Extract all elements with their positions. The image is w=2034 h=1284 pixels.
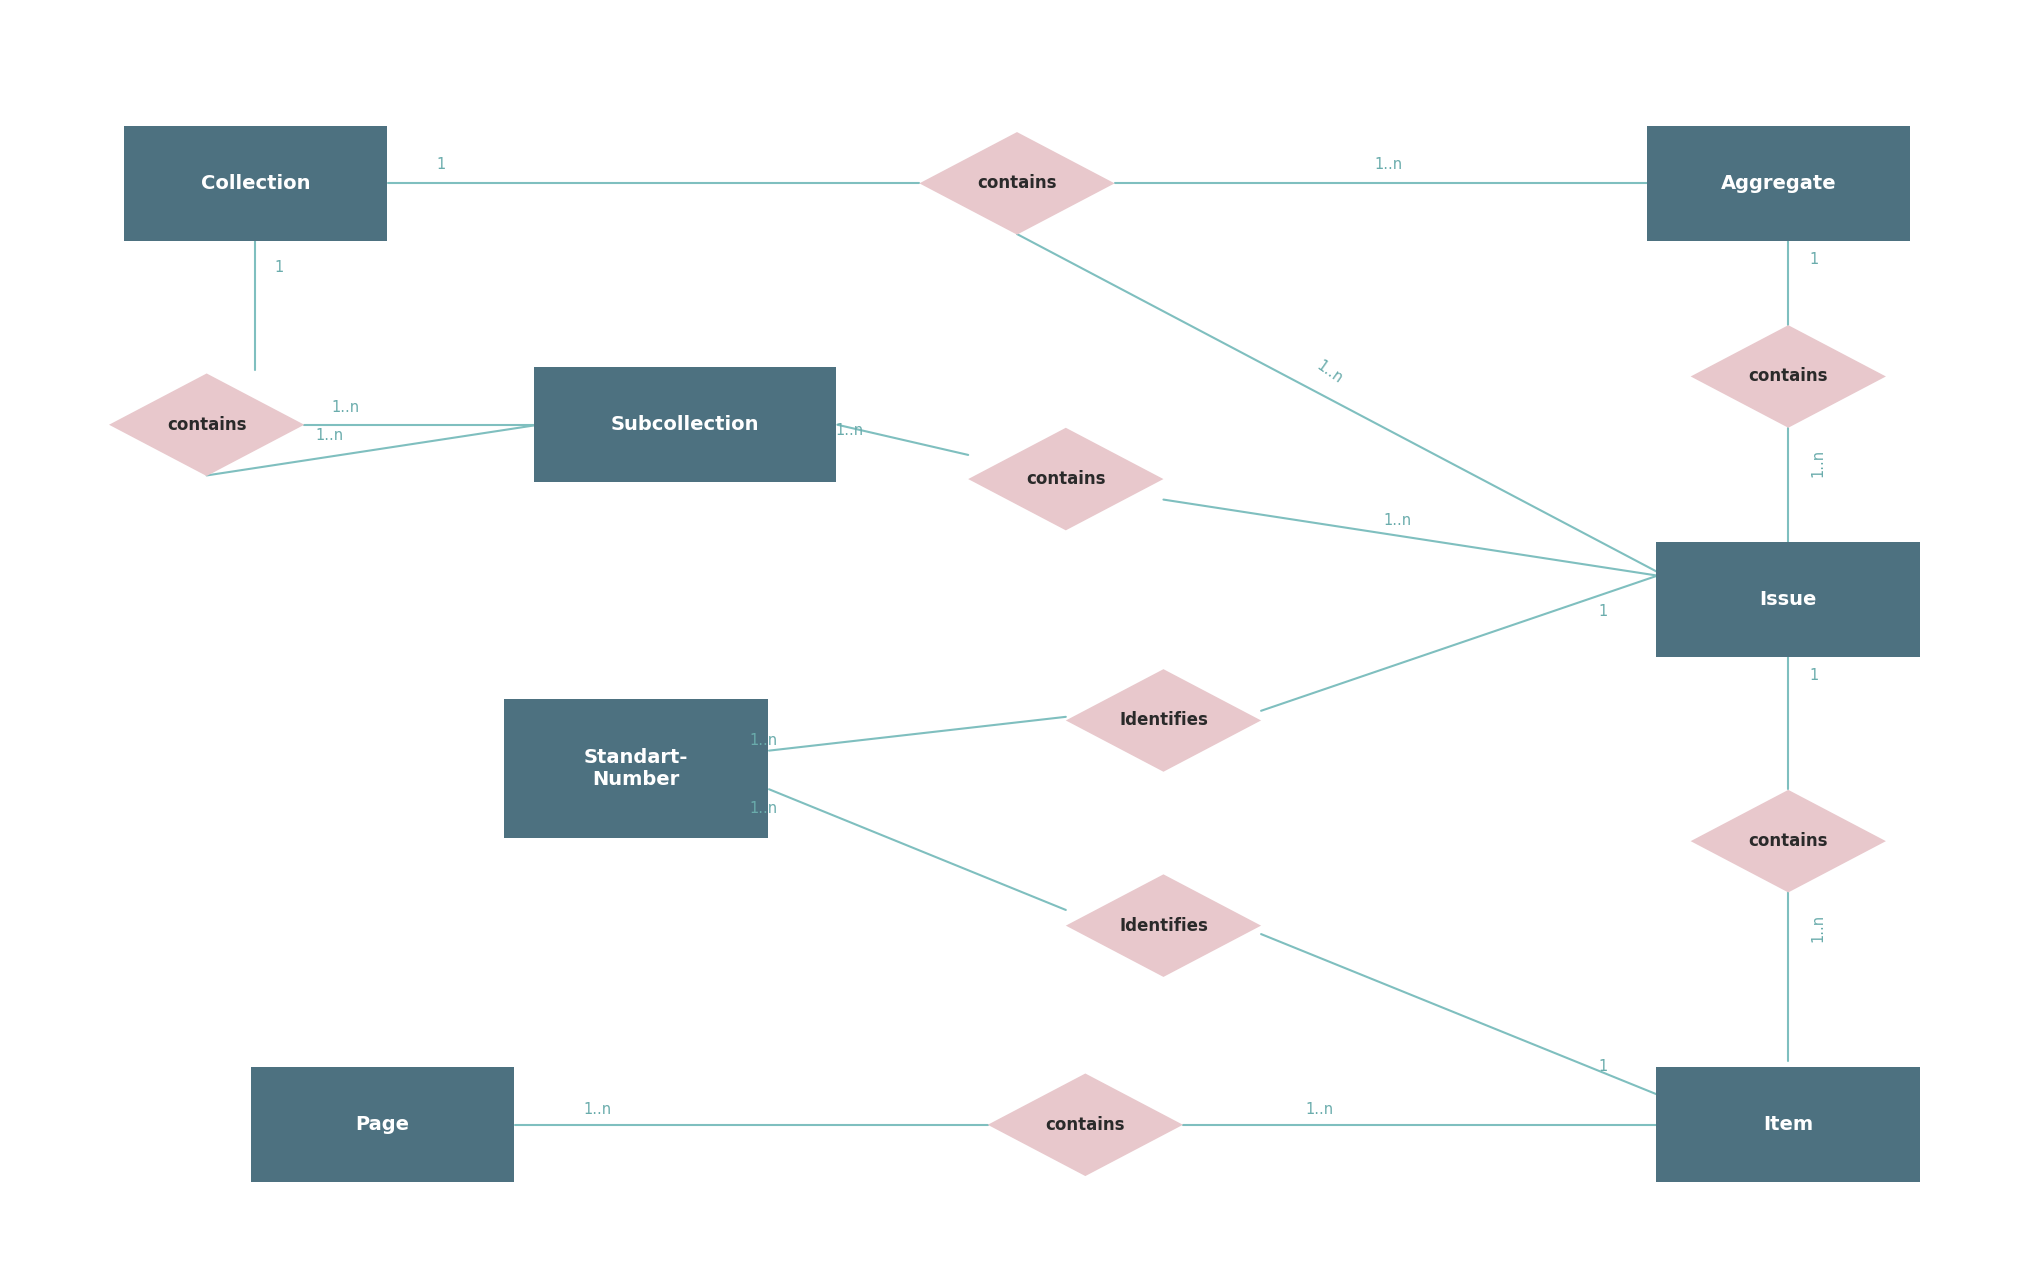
- Text: 1: 1: [1599, 605, 1607, 619]
- Text: 1: 1: [1808, 668, 1818, 683]
- Polygon shape: [1066, 874, 1261, 977]
- Polygon shape: [1066, 669, 1261, 772]
- Text: 1: 1: [275, 261, 283, 275]
- FancyBboxPatch shape: [124, 126, 386, 240]
- Text: 1..n: 1..n: [1810, 914, 1824, 942]
- Text: contains: contains: [1749, 832, 1829, 850]
- Polygon shape: [919, 132, 1115, 235]
- Text: 1..n: 1..n: [1314, 358, 1344, 386]
- Text: Identifies: Identifies: [1119, 711, 1208, 729]
- Text: contains: contains: [1045, 1116, 1125, 1134]
- Text: contains: contains: [976, 175, 1058, 193]
- Text: contains: contains: [1025, 470, 1106, 488]
- Text: Identifies: Identifies: [1119, 917, 1208, 935]
- Text: Standart-
Number: Standart- Number: [584, 749, 687, 790]
- FancyBboxPatch shape: [1648, 126, 1910, 240]
- Text: 1..n: 1..n: [749, 801, 777, 817]
- Text: 1: 1: [1808, 252, 1818, 267]
- Text: 1..n: 1..n: [584, 1102, 612, 1117]
- Text: Collection: Collection: [201, 173, 311, 193]
- Text: Aggregate: Aggregate: [1721, 173, 1837, 193]
- FancyBboxPatch shape: [504, 700, 769, 838]
- Text: contains: contains: [1749, 367, 1829, 385]
- Polygon shape: [1690, 325, 1886, 428]
- Text: 1..n: 1..n: [1383, 512, 1412, 528]
- Text: Subcollection: Subcollection: [610, 415, 759, 434]
- Text: 1..n: 1..n: [836, 424, 862, 438]
- Text: 1..n: 1..n: [315, 428, 344, 443]
- Text: Page: Page: [356, 1116, 409, 1134]
- Text: 1..n: 1..n: [332, 401, 360, 415]
- FancyBboxPatch shape: [1656, 542, 1920, 657]
- Polygon shape: [110, 374, 305, 476]
- Polygon shape: [968, 428, 1163, 530]
- Text: 1..n: 1..n: [749, 733, 777, 749]
- Polygon shape: [1690, 790, 1886, 892]
- Text: 1..n: 1..n: [1306, 1102, 1334, 1117]
- Text: 1..n: 1..n: [1373, 157, 1401, 172]
- FancyBboxPatch shape: [250, 1067, 515, 1183]
- Text: contains: contains: [167, 416, 246, 434]
- FancyBboxPatch shape: [533, 367, 836, 482]
- FancyBboxPatch shape: [1656, 1067, 1920, 1183]
- Text: 1: 1: [1599, 1059, 1607, 1075]
- Text: Issue: Issue: [1759, 591, 1816, 609]
- Text: Item: Item: [1763, 1116, 1814, 1134]
- Text: 1: 1: [437, 157, 445, 172]
- Polygon shape: [989, 1073, 1184, 1176]
- Text: 1..n: 1..n: [1810, 449, 1824, 478]
